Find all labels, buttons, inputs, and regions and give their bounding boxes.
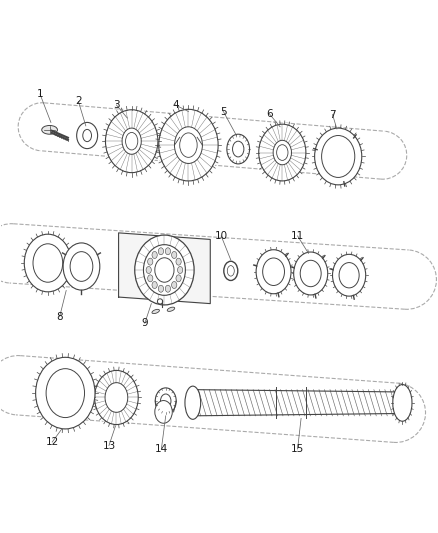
Ellipse shape [135, 235, 194, 305]
Ellipse shape [185, 386, 201, 419]
Ellipse shape [148, 258, 153, 265]
Ellipse shape [160, 394, 171, 408]
Ellipse shape [33, 244, 63, 282]
Text: 10: 10 [215, 231, 228, 241]
Text: 4: 4 [172, 100, 179, 110]
Ellipse shape [77, 123, 98, 149]
Ellipse shape [180, 133, 197, 157]
Ellipse shape [24, 234, 71, 292]
Ellipse shape [321, 135, 355, 177]
Ellipse shape [172, 252, 177, 259]
Text: 3: 3 [113, 100, 120, 110]
Ellipse shape [158, 285, 163, 292]
Ellipse shape [172, 281, 177, 288]
Ellipse shape [227, 265, 234, 276]
Ellipse shape [177, 266, 183, 273]
Ellipse shape [257, 123, 307, 183]
Ellipse shape [176, 258, 181, 265]
Ellipse shape [176, 275, 181, 282]
Ellipse shape [146, 266, 151, 273]
Ellipse shape [393, 384, 412, 421]
Ellipse shape [157, 107, 220, 183]
Ellipse shape [158, 248, 163, 255]
Text: 14: 14 [155, 444, 168, 454]
Ellipse shape [155, 258, 174, 282]
Text: 12: 12 [46, 437, 59, 447]
Ellipse shape [103, 108, 160, 175]
Ellipse shape [233, 141, 244, 157]
Ellipse shape [126, 133, 138, 150]
Ellipse shape [293, 252, 328, 295]
Ellipse shape [152, 252, 157, 259]
Text: 15: 15 [291, 444, 304, 454]
Text: 13: 13 [102, 440, 116, 450]
Ellipse shape [152, 281, 157, 288]
Ellipse shape [63, 243, 100, 290]
Ellipse shape [148, 275, 153, 282]
Ellipse shape [263, 258, 285, 286]
Ellipse shape [224, 261, 238, 280]
Ellipse shape [42, 125, 57, 134]
Ellipse shape [300, 260, 321, 287]
Text: 7: 7 [329, 110, 336, 119]
Ellipse shape [93, 369, 140, 426]
Text: 2: 2 [75, 96, 82, 107]
Ellipse shape [155, 400, 172, 423]
Ellipse shape [35, 357, 95, 429]
Ellipse shape [339, 263, 359, 288]
Ellipse shape [332, 254, 366, 296]
Polygon shape [119, 233, 210, 304]
Ellipse shape [277, 144, 288, 160]
Text: 11: 11 [291, 231, 304, 241]
Ellipse shape [155, 388, 176, 414]
Ellipse shape [165, 248, 170, 255]
Text: 9: 9 [141, 318, 148, 328]
Ellipse shape [314, 128, 362, 185]
Ellipse shape [46, 369, 85, 417]
Ellipse shape [144, 245, 185, 295]
Ellipse shape [165, 285, 170, 292]
Ellipse shape [167, 307, 175, 311]
Text: 1: 1 [37, 89, 43, 99]
Text: 6: 6 [266, 109, 272, 119]
Ellipse shape [70, 252, 93, 281]
Text: 8: 8 [57, 312, 63, 322]
Text: 5: 5 [220, 107, 227, 117]
Ellipse shape [152, 309, 159, 313]
Ellipse shape [83, 130, 92, 142]
Ellipse shape [227, 134, 250, 164]
Ellipse shape [256, 250, 291, 294]
